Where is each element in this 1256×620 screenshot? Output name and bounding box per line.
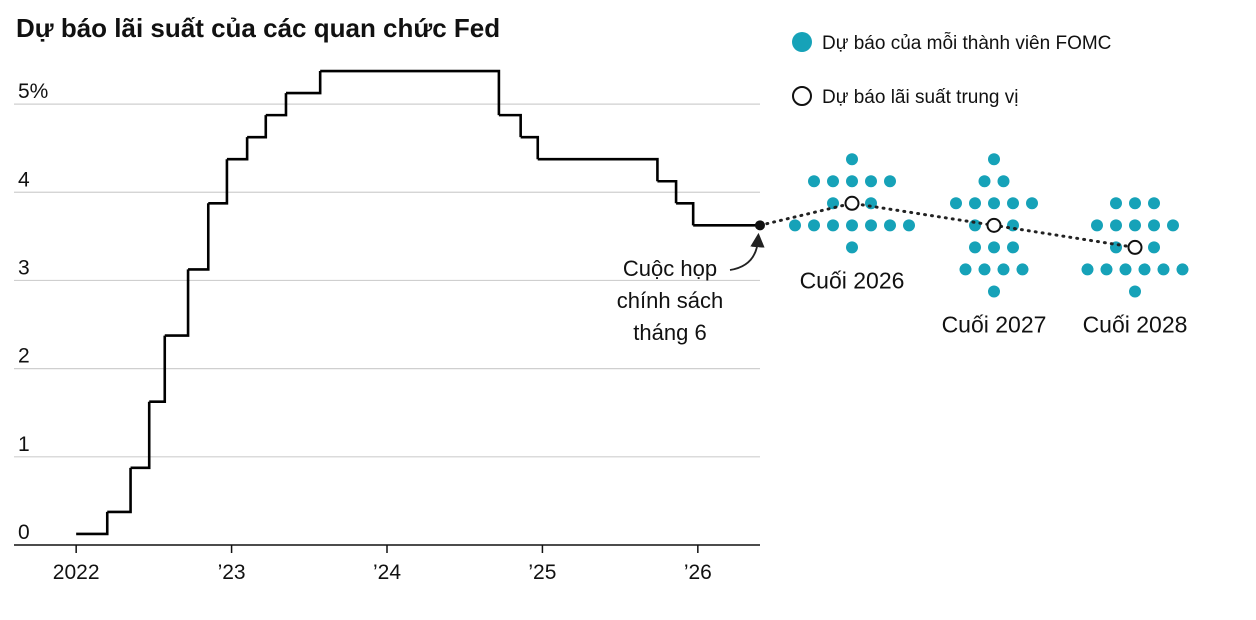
step-segment (265, 93, 288, 117)
step-segment (149, 335, 167, 404)
member-dot (1129, 285, 1141, 298)
x-tick-label: ’24 (373, 561, 401, 584)
group-label: Cuối 2026 (800, 267, 905, 293)
y-tick-label: 5% (18, 80, 48, 103)
member-dot (978, 263, 991, 276)
member-dot (1110, 197, 1122, 210)
member-dot (846, 241, 858, 254)
step-segment (188, 203, 210, 271)
member-dot (1100, 263, 1113, 276)
member-dot (1148, 219, 1160, 232)
step-segment (208, 159, 229, 205)
step-segment (320, 69, 501, 116)
member-dot (846, 175, 858, 188)
annotation-arrow (729, 232, 765, 271)
member-dot (884, 219, 896, 232)
x-tick-label: 2022 (53, 561, 100, 584)
step-segment (676, 201, 695, 226)
median-marker (1127, 239, 1143, 255)
member-dot (950, 197, 962, 210)
member-dot (969, 219, 981, 232)
median-marker (986, 217, 1002, 233)
member-dot (997, 175, 1010, 188)
member-dot (988, 241, 1000, 254)
member-dot (969, 241, 981, 254)
step-segment (285, 71, 322, 95)
step-segment (498, 113, 522, 138)
member-dot (1176, 263, 1189, 276)
legend-dot (792, 32, 812, 52)
member-dot (1129, 197, 1141, 210)
legend-label: Dự báo của mỗi thành viên FOMC (822, 32, 1111, 54)
member-dot (903, 219, 915, 232)
step-segment (130, 401, 151, 470)
y-tick-label: 1 (18, 433, 30, 456)
x-tick-label: ’25 (528, 561, 556, 584)
annotation: chính sách (617, 288, 723, 313)
member-dot (988, 197, 1000, 210)
step-segment (107, 467, 132, 514)
member-dot (959, 263, 972, 276)
member-dot (827, 219, 839, 232)
member-dot (808, 175, 820, 188)
member-dot (988, 153, 1000, 166)
chart-title: Dự báo lãi suất của các quan chức Fed (16, 13, 500, 43)
member-dot (884, 175, 896, 188)
step-segment (164, 269, 190, 337)
member-dot (1157, 263, 1170, 276)
member-dot (1119, 263, 1132, 276)
member-dot (1007, 241, 1019, 254)
x-tick-label: ’26 (684, 561, 712, 584)
legend-label: Dự báo lãi suất trung vị (822, 87, 1019, 108)
member-dot (969, 197, 981, 210)
step-segment (226, 137, 249, 161)
group-label: Cuối 2027 (942, 311, 1047, 337)
member-dot (1129, 219, 1141, 232)
step-segment (247, 115, 268, 139)
member-dot (978, 175, 991, 188)
member-dot (1026, 197, 1038, 210)
step-segment (657, 179, 678, 204)
member-dot (1110, 219, 1122, 232)
member-dot (1148, 197, 1160, 210)
member-dot (827, 175, 839, 188)
member-dot (1091, 219, 1103, 232)
member-dot (865, 175, 877, 188)
member-dot (988, 285, 1000, 298)
member-dot (808, 219, 820, 232)
member-dot (1138, 263, 1151, 276)
y-tick-label: 4 (18, 168, 30, 191)
member-dot (789, 219, 801, 232)
y-tick-label: 0 (18, 521, 30, 544)
y-tick-label: 2 (18, 345, 30, 368)
step-segment (537, 157, 659, 182)
annotation: Cuộc họp (623, 256, 717, 281)
member-dot (846, 219, 858, 232)
member-dot (1016, 263, 1029, 276)
member-dot (1007, 197, 1019, 210)
annotation: tháng 6 (633, 320, 706, 345)
member-dot (1081, 263, 1094, 276)
step-segment (520, 135, 540, 160)
member-dot (865, 219, 877, 232)
y-tick-label: 3 (18, 256, 30, 279)
member-dot (1148, 241, 1160, 254)
x-tick-label: ’23 (218, 561, 246, 584)
member-dot (997, 263, 1010, 276)
legend-median (792, 86, 812, 106)
member-dot (1007, 219, 1019, 232)
step-segment (76, 511, 109, 536)
end-point (755, 220, 765, 231)
member-dot (1167, 219, 1179, 232)
median-line (758, 201, 1137, 249)
group-label: Cuối 2028 (1083, 311, 1188, 337)
member-dot (846, 153, 858, 166)
median-marker (844, 195, 860, 211)
